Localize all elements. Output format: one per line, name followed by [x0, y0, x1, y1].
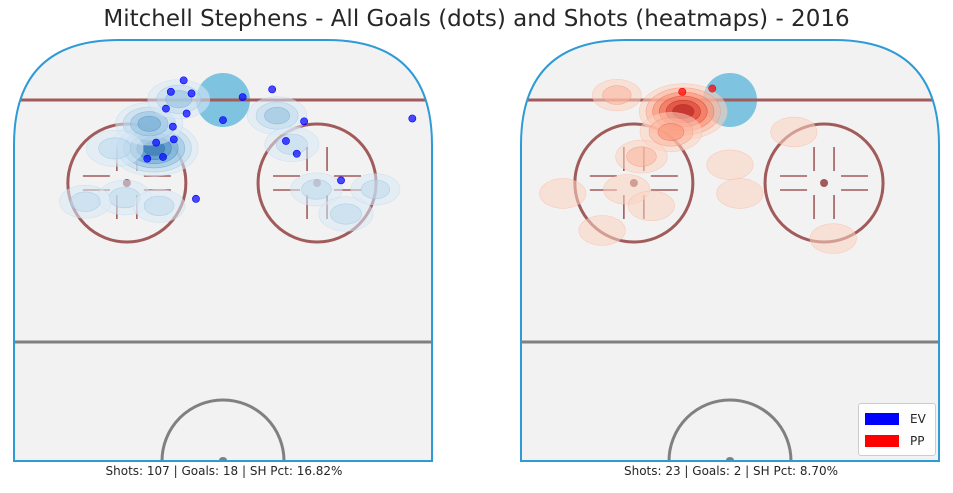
ev-goal-point-14 — [300, 117, 309, 126]
ev-heat-level — [98, 137, 132, 160]
ev-goal-markers — [143, 76, 417, 203]
ev-heat-level — [330, 203, 362, 225]
ev-heat-level — [360, 179, 391, 200]
ev-goal-point-15 — [292, 149, 301, 158]
pp-shot-heatmap — [539, 79, 857, 254]
faceoff-circle-right — [763, 122, 885, 244]
ev-goal-point-18 — [408, 114, 417, 123]
pp-heat-level — [578, 215, 626, 246]
ev-goal-point-17 — [337, 176, 345, 185]
legend-label-ev: EV — [910, 412, 926, 426]
ev-goal-point-13 — [268, 85, 277, 94]
ev-goal-point-16 — [282, 137, 290, 145]
chart-title: Mitchell Stephens - All Goals (dots) and… — [103, 6, 850, 32]
ev-shot-summary: Shots: 107 | Goals: 18 | SH Pct: 16.82% — [105, 464, 343, 478]
pp-goal-markers — [678, 84, 717, 96]
center-circle — [160, 398, 286, 461]
legend-item-pp: PP — [865, 430, 929, 452]
pp-goal-point-0 — [678, 87, 687, 96]
pp-heat-level — [657, 123, 685, 141]
rink-boards — [13, 39, 433, 462]
ev-goal-point-8 — [152, 138, 161, 147]
ev-goal-point-1 — [166, 87, 175, 96]
ev-goal-point-0 — [179, 76, 188, 85]
ev-goal-point-10 — [143, 154, 152, 163]
ev-heat-level — [137, 115, 161, 132]
ev-goal-point-7 — [169, 135, 178, 144]
ev-goal-point-12 — [238, 93, 247, 102]
ev-goal-point-5 — [219, 116, 227, 125]
pp-heat-level — [626, 146, 657, 167]
pp-heat-level — [602, 85, 632, 105]
ev-goal-point-11 — [192, 194, 200, 203]
ev-heat-level — [275, 133, 308, 155]
rink-markings — [14, 73, 432, 461]
pp-heat-level — [539, 178, 587, 209]
legend-label-pp: PP — [910, 434, 925, 448]
pp-goal-point-1 — [708, 84, 717, 93]
ev-shot-heatmap — [59, 79, 401, 232]
pp-shot-summary: Shots: 23 | Goals: 2 | SH Pct: 8.70% — [623, 464, 839, 478]
legend-swatch-pp — [865, 435, 899, 447]
ev-goal-point-3 — [162, 104, 170, 113]
pp-heat-level — [770, 116, 818, 148]
ev-goal-point-9 — [159, 153, 167, 161]
pp-heat-level — [706, 149, 754, 181]
legend-swatch-ev — [865, 413, 899, 425]
pp-heat-level — [627, 190, 675, 222]
legend: EV PP — [858, 403, 936, 456]
ev-rink-plot — [13, 39, 433, 462]
ev-heat-level — [264, 106, 290, 125]
ev-goal-point-2 — [187, 89, 196, 98]
legend-item-ev: EV — [865, 408, 929, 430]
rink-markings — [521, 73, 939, 461]
rink-boards — [520, 39, 940, 462]
pp-heat-level — [809, 223, 857, 254]
ev-heat-level — [143, 195, 175, 216]
pp-heat-level — [716, 178, 764, 209]
ev-goal-point-6 — [168, 122, 177, 131]
pp-rink-plot — [520, 39, 940, 462]
ev-heat-level — [70, 191, 101, 212]
center-circle — [667, 398, 793, 461]
ev-heat-level — [301, 179, 332, 200]
ev-goal-point-4 — [182, 109, 191, 118]
